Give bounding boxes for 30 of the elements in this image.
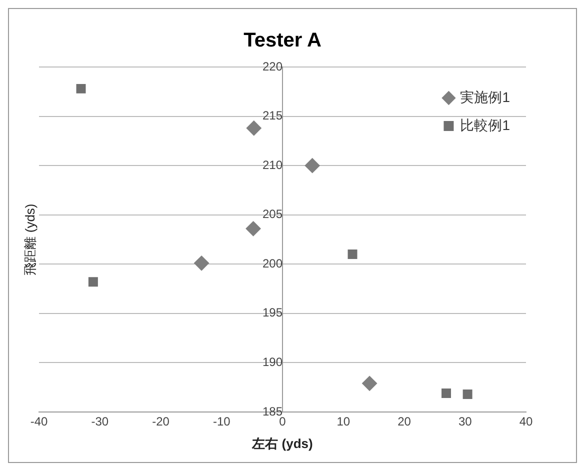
- y-tick-label: 220: [262, 59, 283, 74]
- y-tick-label: 210: [262, 158, 283, 172]
- point: [462, 390, 472, 399]
- point: [246, 120, 262, 136]
- point: [246, 221, 261, 236]
- y-tick-label: 200: [262, 256, 283, 270]
- x-tick-label: -40: [30, 414, 48, 429]
- x-tick-label: -30: [91, 414, 109, 429]
- y-axis-title: 飛距離 (yds): [22, 204, 38, 276]
- chart-title: Tester A: [244, 30, 322, 52]
- x-tick-label: 40: [519, 414, 533, 429]
- y-tick-label: 190: [262, 355, 283, 370]
- point: [194, 256, 210, 271]
- point: [76, 84, 86, 94]
- x-tick-label: 10: [336, 414, 350, 429]
- x-tick-label: -10: [212, 414, 231, 429]
- x-axis-title: 左右 (yds): [251, 436, 313, 451]
- point: [348, 250, 358, 260]
- legend-label: 実施例1: [460, 88, 510, 105]
- x-tick-label: -20: [152, 414, 170, 429]
- legend-label: 比較例1: [460, 116, 510, 133]
- point: [304, 158, 320, 174]
- point: [442, 388, 451, 398]
- x-tick-label: 30: [458, 414, 472, 429]
- point: [88, 277, 98, 287]
- y-tick-label: 205: [262, 207, 283, 222]
- x-tick-label: 20: [398, 414, 412, 429]
- point: [362, 376, 378, 391]
- y-tick-label: 195: [262, 306, 283, 320]
- y-tick-label: 215: [262, 108, 283, 123]
